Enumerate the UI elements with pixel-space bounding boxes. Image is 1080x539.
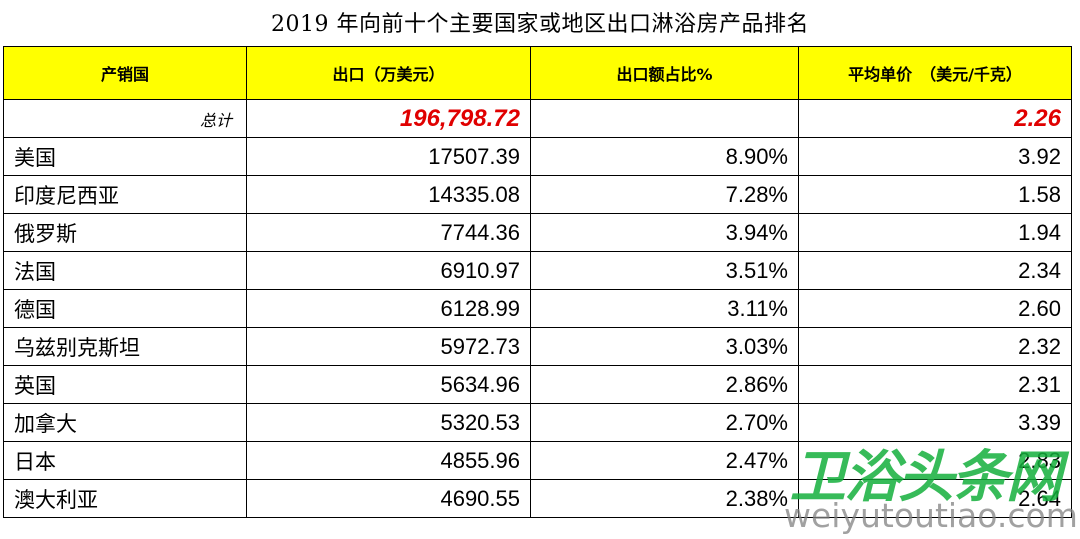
table-row: 加拿大 5320.53 2.70% 3.39	[3, 403, 1072, 442]
country-cell: 英国	[3, 365, 247, 404]
total-export: 196,798.72	[246, 99, 531, 138]
price-cell: 2.64	[798, 479, 1072, 518]
country-cell: 美国	[3, 137, 247, 176]
share-cell: 2.47%	[530, 441, 799, 480]
header-row: 产销国 出口（万美元） 出口额占比% 平均单价 （美元/千克）	[3, 46, 1072, 100]
country-cell: 加拿大	[3, 403, 247, 442]
share-cell: 8.90%	[530, 137, 799, 176]
header-country: 产销国	[3, 46, 247, 100]
export-cell: 17507.39	[246, 137, 531, 176]
price-cell: 3.39	[798, 403, 1072, 442]
price-cell: 2.31	[798, 365, 1072, 404]
export-ranking-table: 产销国 出口（万美元） 出口额占比% 平均单价 （美元/千克） 总计 196,7…	[3, 46, 1072, 518]
table-row: 俄罗斯 7744.36 3.94% 1.94	[3, 213, 1072, 252]
share-cell: 3.03%	[530, 327, 799, 366]
price-cell: 2.60	[798, 289, 1072, 328]
country-cell: 日本	[3, 441, 247, 480]
share-cell: 3.11%	[530, 289, 799, 328]
export-cell: 14335.08	[246, 175, 531, 214]
share-cell: 7.28%	[530, 175, 799, 214]
country-cell: 俄罗斯	[3, 213, 247, 252]
table-row: 日本 4855.96 2.47% 2.83	[3, 441, 1072, 480]
country-cell: 澳大利亚	[3, 479, 247, 518]
price-cell: 3.92	[798, 137, 1072, 176]
country-cell: 乌兹别克斯坦	[3, 327, 247, 366]
share-cell: 3.94%	[530, 213, 799, 252]
price-cell: 1.58	[798, 175, 1072, 214]
export-cell: 4855.96	[246, 441, 531, 480]
share-cell: 2.38%	[530, 479, 799, 518]
export-cell: 5320.53	[246, 403, 531, 442]
total-share	[530, 99, 799, 138]
table-row: 澳大利亚 4690.55 2.38% 2.64	[3, 479, 1072, 518]
share-cell: 3.51%	[530, 251, 799, 290]
table-row: 德国 6128.99 3.11% 2.60	[3, 289, 1072, 328]
total-row: 总计 196,798.72 2.26	[3, 99, 1072, 138]
total-price: 2.26	[798, 99, 1072, 138]
share-cell: 2.86%	[530, 365, 799, 404]
price-cell: 2.32	[798, 327, 1072, 366]
table-row: 乌兹别克斯坦 5972.73 3.03% 2.32	[3, 327, 1072, 366]
total-label: 总计	[3, 99, 247, 138]
table-row: 法国 6910.97 3.51% 2.34	[3, 251, 1072, 290]
country-cell: 法国	[3, 251, 247, 290]
share-cell: 2.70%	[530, 403, 799, 442]
header-share: 出口额占比%	[530, 46, 799, 100]
export-cell: 7744.36	[246, 213, 531, 252]
table-row: 美国 17507.39 8.90% 3.92	[3, 137, 1072, 176]
header-price: 平均单价 （美元/千克）	[798, 46, 1072, 100]
export-cell: 5634.96	[246, 365, 531, 404]
export-cell: 6910.97	[246, 251, 531, 290]
export-cell: 4690.55	[246, 479, 531, 518]
country-cell: 印度尼西亚	[3, 175, 247, 214]
page-title: 2019 年向前十个主要国家或地区出口淋浴房产品排名	[271, 12, 809, 37]
price-cell: 2.83	[798, 441, 1072, 480]
price-cell: 2.34	[798, 251, 1072, 290]
table-row: 英国 5634.96 2.86% 2.31	[3, 365, 1072, 404]
export-cell: 6128.99	[246, 289, 531, 328]
country-cell: 德国	[3, 289, 247, 328]
table-row: 印度尼西亚 14335.08 7.28% 1.58	[3, 175, 1072, 214]
header-export: 出口（万美元）	[246, 46, 531, 100]
price-cell: 1.94	[798, 213, 1072, 252]
export-cell: 5972.73	[246, 327, 531, 366]
